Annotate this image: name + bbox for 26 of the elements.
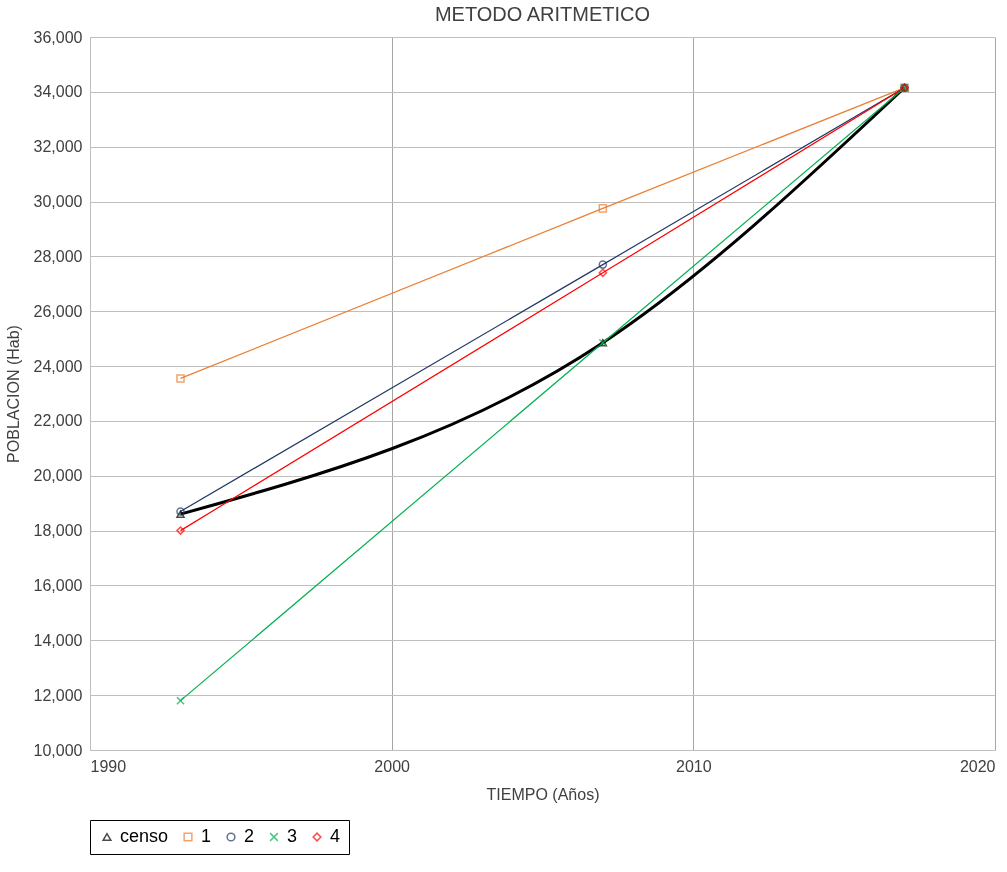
- x-tick-label: 1990: [90, 757, 127, 775]
- y-tick-label: 10,000: [33, 741, 83, 759]
- y-tick-label: 36,000: [33, 28, 83, 46]
- y-tick-label: 34,000: [33, 83, 83, 101]
- y-tick-label: 26,000: [33, 302, 83, 320]
- y-tick-label: 28,000: [33, 247, 83, 265]
- legend-label: 3: [287, 826, 298, 846]
- y-tick-label: 20,000: [33, 467, 83, 485]
- x-axis-title: TIEMPO (Años): [486, 785, 600, 803]
- y-axis-title: POBLACION (Hab): [4, 325, 22, 463]
- y-tick-label: 32,000: [33, 138, 83, 156]
- legend-label: censo: [120, 826, 169, 846]
- legend-label: 1: [201, 826, 212, 846]
- chart-title: METODO ARITMETICO: [434, 3, 651, 25]
- y-tick-label: 14,000: [33, 631, 83, 649]
- y-tick-label: 22,000: [33, 412, 83, 430]
- y-tick-label: 18,000: [33, 522, 83, 540]
- y-tick-label: 16,000: [33, 576, 83, 594]
- legend-label: 2: [244, 826, 255, 846]
- x-tick-label: 2020: [959, 757, 996, 775]
- x-tick-label: 2010: [676, 757, 712, 775]
- x-tick-label: 2000: [374, 757, 411, 775]
- y-tick-label: 30,000: [33, 193, 83, 211]
- y-tick-label: 12,000: [33, 686, 83, 704]
- y-tick-label: 24,000: [33, 357, 83, 375]
- legend-label: 4: [330, 826, 341, 846]
